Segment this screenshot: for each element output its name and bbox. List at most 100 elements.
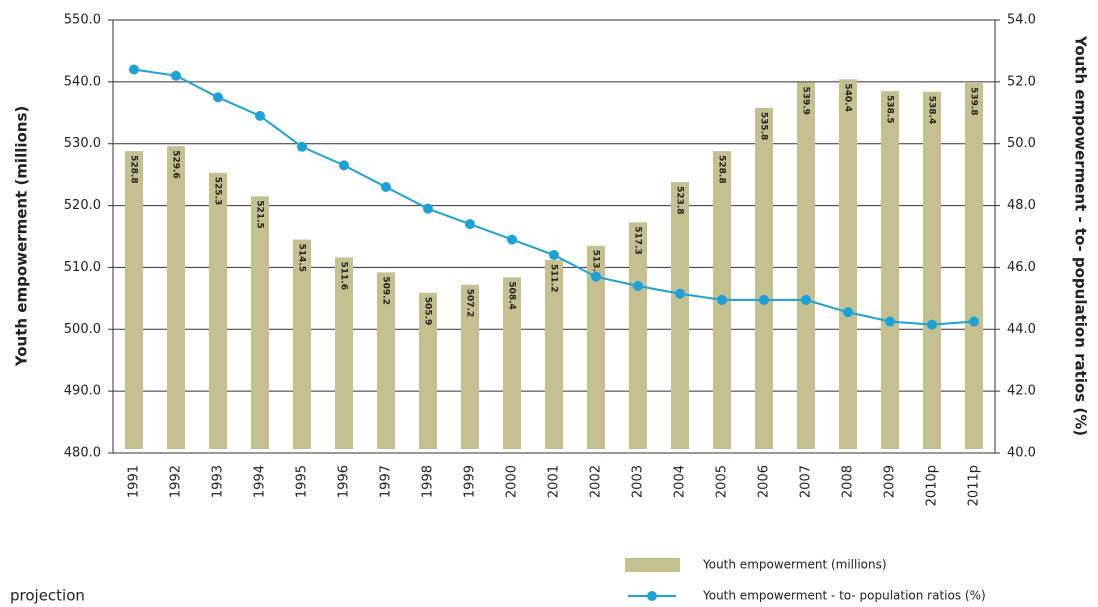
x-tick-label: 2008 <box>841 465 856 498</box>
data-label: 535.8 <box>759 112 769 140</box>
x-tick-label: 2010p <box>925 465 940 506</box>
x-tick-label: 1997 <box>379 465 394 498</box>
data-label: 523.8 <box>675 186 685 214</box>
bar <box>923 91 941 450</box>
bar <box>461 284 479 449</box>
y-tick-label: 480.0 <box>64 446 101 461</box>
line-marker <box>213 92 223 103</box>
x-tick-label: 1998 <box>421 465 436 498</box>
y-axis-title: Youth empowerment (millions) <box>13 106 31 368</box>
data-label: 514.5 <box>297 244 307 272</box>
line-marker <box>381 182 391 193</box>
data-label: 509.2 <box>381 276 391 304</box>
x-tick-label: 2007 <box>799 465 814 498</box>
y2-tick-label: 42.0 <box>1007 384 1036 399</box>
y-tick-label: 500.0 <box>64 322 101 337</box>
bar <box>587 245 605 449</box>
y2-tick-label: 44.0 <box>1007 322 1036 337</box>
x-tick-label: 2011p <box>967 465 982 506</box>
data-label: 525.3 <box>213 177 223 205</box>
bar <box>797 82 815 450</box>
bar <box>293 239 311 449</box>
data-label: 529.6 <box>171 150 181 178</box>
y-tick-label: 550.0 <box>64 13 101 28</box>
bar <box>251 196 269 449</box>
line-marker <box>759 294 769 305</box>
x-tick-label: 2003 <box>631 465 646 498</box>
bar <box>503 277 521 449</box>
x-tick-label: 2009 <box>883 465 898 498</box>
x-tick-label: 2000 <box>505 465 520 498</box>
x-tick-label: 2004 <box>673 465 688 498</box>
x-tick-label: 2002 <box>589 465 604 498</box>
y-tick-label: 520.0 <box>64 198 101 213</box>
data-label: 508.4 <box>507 281 517 309</box>
bar <box>629 222 647 449</box>
x-tick-label: 2001 <box>547 465 562 498</box>
line-marker <box>675 288 685 299</box>
y2-tick-label: 52.0 <box>1007 74 1036 89</box>
x-tick-label: 1993 <box>211 465 226 498</box>
bar <box>167 146 185 449</box>
y-tick-label: 490.0 <box>64 384 101 399</box>
data-label: 540.4 <box>843 83 853 111</box>
bar <box>377 272 395 449</box>
y-tick-label: 510.0 <box>64 260 101 275</box>
line-marker <box>549 250 559 261</box>
data-label: 538.5 <box>885 95 895 123</box>
line-marker <box>339 160 349 171</box>
bar <box>965 83 983 449</box>
data-label: 539.8 <box>969 87 979 115</box>
data-label: 521.5 <box>255 200 265 228</box>
data-label: 517.3 <box>633 226 643 254</box>
x-tick-label: 2005 <box>715 465 730 498</box>
bar <box>209 172 227 449</box>
line-marker <box>465 219 475 230</box>
y2-axis-title: Youth empowerment - to- population ratio… <box>1072 35 1090 436</box>
line-marker <box>927 319 937 330</box>
y2-tick-label: 40.0 <box>1007 446 1036 461</box>
y2-tick-label: 54.0 <box>1007 13 1036 28</box>
bar <box>755 107 773 449</box>
data-label: 528.8 <box>129 155 139 183</box>
data-label: 507.2 <box>465 289 475 317</box>
y2-tick-label: 50.0 <box>1007 136 1036 151</box>
legend-swatch <box>625 558 680 572</box>
line-marker <box>129 64 139 75</box>
line-marker <box>717 294 727 305</box>
line-marker <box>507 234 517 245</box>
y-tick-label: 540.0 <box>64 74 101 89</box>
line-marker <box>843 307 853 318</box>
data-label: 511.6 <box>339 262 349 290</box>
x-tick-label: 2006 <box>757 465 772 498</box>
note: projection <box>10 587 85 605</box>
legend-label: Youth empowerment - to- population ratio… <box>702 589 986 603</box>
line-marker <box>297 141 307 152</box>
y2-tick-label: 48.0 <box>1007 198 1036 213</box>
y2-tick-label: 46.0 <box>1007 260 1036 275</box>
line-marker <box>591 271 601 282</box>
bar <box>839 79 857 449</box>
y-tick-label: 530.0 <box>64 136 101 151</box>
bar <box>419 292 437 449</box>
legend-label: Youth empowerment (millions) <box>702 558 887 572</box>
bar <box>125 151 143 449</box>
x-tick-label: 1994 <box>253 465 268 498</box>
data-label: 511.2 <box>549 264 559 292</box>
bar <box>671 182 689 449</box>
line-marker <box>801 294 811 305</box>
bar <box>881 91 899 449</box>
x-tick-label: 1995 <box>295 465 310 498</box>
x-tick-label: 1992 <box>169 465 184 498</box>
legend-swatch <box>647 591 657 601</box>
x-tick-label: 1996 <box>337 465 352 498</box>
line-marker <box>633 280 643 291</box>
line-marker <box>255 110 265 121</box>
line-marker <box>969 316 979 327</box>
line-marker <box>423 203 433 214</box>
data-label: 538.4 <box>927 96 937 124</box>
line-marker <box>885 316 895 327</box>
x-tick-label: 1999 <box>463 465 478 498</box>
data-label: 539.9 <box>801 86 811 114</box>
